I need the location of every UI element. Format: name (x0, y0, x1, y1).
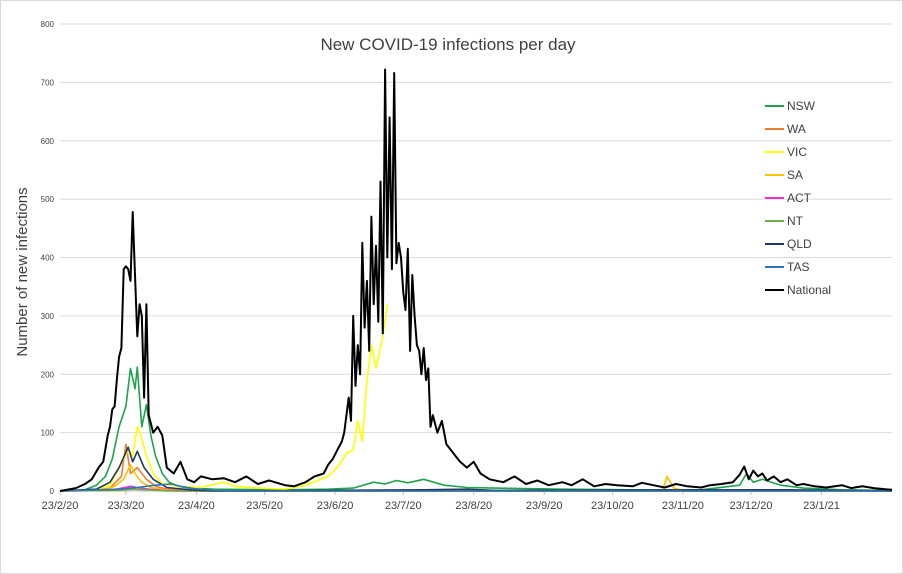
series-line-national (59, 68, 893, 492)
x-tick-label: 23/5/20 (246, 500, 283, 512)
x-tick-label: 23/4/20 (178, 500, 215, 512)
x-tick-label: 23/6/20 (317, 500, 354, 512)
series-line-qld (59, 446, 893, 492)
legend-label-national: National (787, 283, 831, 297)
legend-label-qld: QLD (787, 237, 812, 251)
x-tick-label: 23/11/20 (662, 500, 704, 512)
y-tick-label: 100 (41, 429, 55, 438)
y-tick-label: 700 (41, 78, 55, 87)
x-axis-ticks: 23/2/20 23/3/20 23/4/20 23/5/20 23/6/20 23/7/… (42, 491, 840, 512)
y-tick-label: 500 (41, 195, 55, 204)
x-tick-label: 23/9/20 (526, 500, 563, 512)
y-tick-label: 600 (41, 137, 55, 146)
x-tick-label: 23/7/20 (385, 500, 422, 512)
series-line-tas (59, 483, 892, 492)
x-tick-label: 23/1/21 (803, 500, 840, 512)
series-lines (59, 68, 893, 492)
x-tick-label: 23/8/20 (455, 500, 492, 512)
y-tick-label: 0 (50, 487, 55, 496)
y-axis-ticks: 0 100 200 300 400 500 600 700 800 (41, 20, 55, 496)
series-line-sa (59, 463, 892, 492)
legend: NSW WA VIC SA ACT NT QLD TAS National (765, 99, 831, 297)
x-tick-label: 23/12/20 (730, 500, 773, 512)
x-tick-label: 23/10/20 (591, 500, 634, 512)
legend-label-nsw: NSW (787, 99, 816, 113)
y-tick-label: 800 (41, 20, 55, 29)
legend-label-vic: VIC (787, 145, 807, 159)
chart-title: New COVID-19 infections per day (320, 35, 576, 54)
legend-label-tas: TAS (787, 260, 809, 274)
legend-label-act: ACT (787, 191, 812, 205)
y-tick-label: 200 (41, 370, 55, 379)
legend-label-nt: NT (787, 214, 804, 228)
series-line-vic (59, 304, 389, 492)
x-tick-label: 23/2/20 (42, 500, 79, 512)
y-axis-label: Number of new infections (14, 187, 31, 356)
x-tick-label: 23/3/20 (108, 500, 145, 512)
y-tick-label: 400 (41, 254, 55, 263)
legend-label-wa: WA (787, 122, 806, 136)
series-line-nsw (59, 366, 893, 492)
y-tick-label: 300 (41, 312, 55, 321)
legend-label-sa: SA (787, 168, 803, 182)
